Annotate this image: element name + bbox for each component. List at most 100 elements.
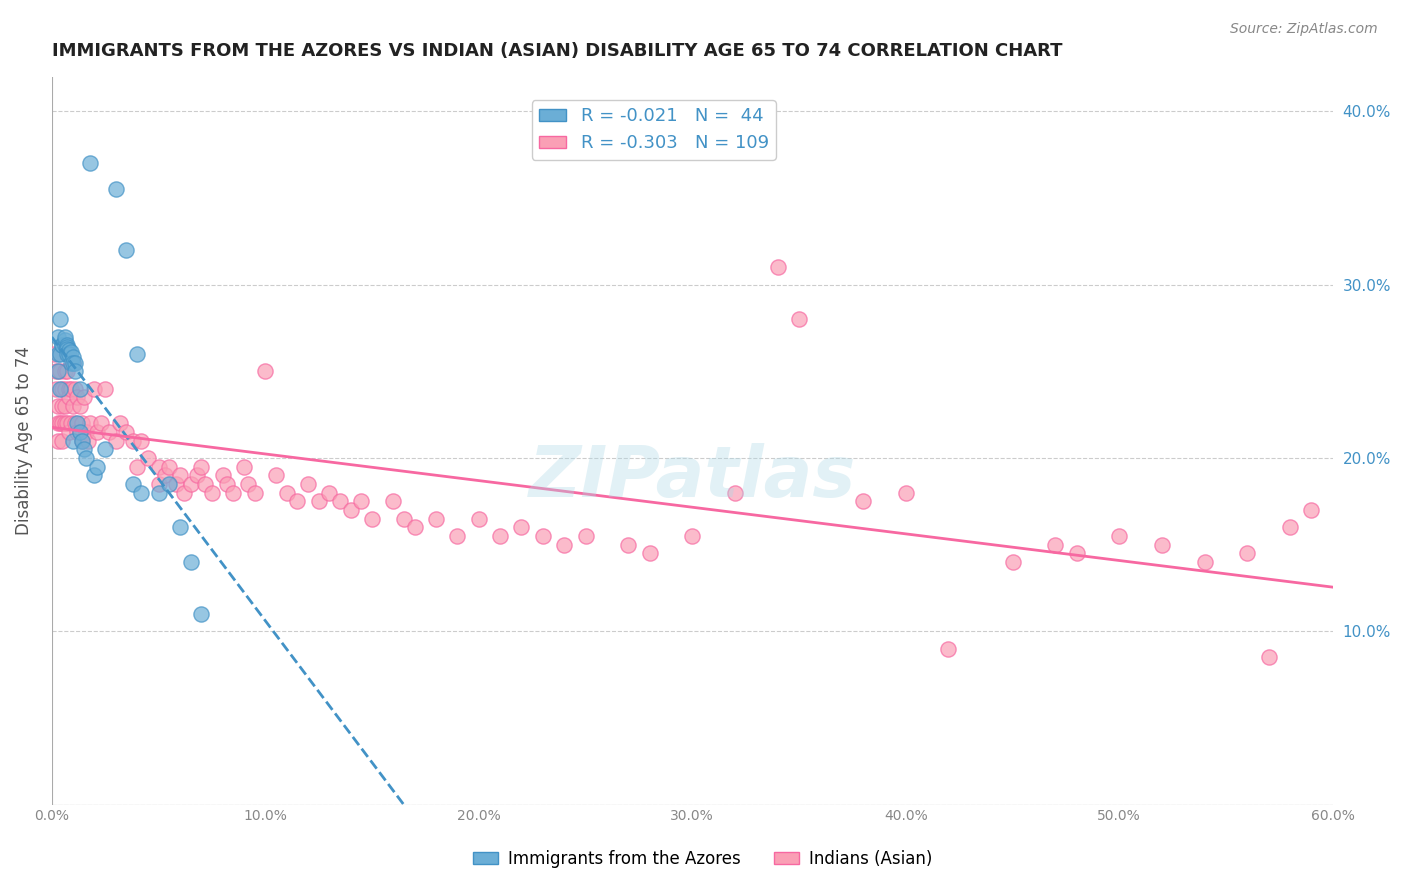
Point — [69, 399, 91, 413]
Point — [46, 417, 69, 431]
Point — [69, 425, 91, 439]
Point — [62, 399, 84, 413]
Point — [122, 434, 145, 448]
Point — [173, 485, 195, 500]
Point — [66, 390, 89, 404]
Point — [510, 520, 533, 534]
Point — [53, 382, 76, 396]
Point — [938, 641, 960, 656]
Point — [58, 343, 80, 358]
Point — [382, 494, 405, 508]
Point — [58, 390, 80, 404]
Point — [136, 450, 159, 465]
Point — [787, 312, 810, 326]
Point — [131, 434, 153, 448]
Point — [211, 468, 233, 483]
Point — [1108, 529, 1130, 543]
Point — [894, 485, 917, 500]
Point — [339, 503, 361, 517]
Point — [59, 382, 82, 396]
Point — [104, 182, 127, 196]
Point — [392, 511, 415, 525]
Point — [243, 485, 266, 500]
Point — [69, 425, 91, 439]
Point — [1066, 546, 1088, 560]
Point — [361, 511, 384, 525]
Point — [51, 338, 73, 352]
Point — [318, 485, 340, 500]
Point — [70, 417, 93, 431]
Point — [329, 494, 352, 508]
Point — [94, 442, 117, 457]
Point — [681, 529, 703, 543]
Point — [51, 399, 73, 413]
Point — [55, 417, 77, 431]
Point — [55, 347, 77, 361]
Point — [59, 345, 82, 359]
Point — [69, 382, 91, 396]
Point — [131, 485, 153, 500]
Point — [65, 417, 87, 431]
Point — [617, 538, 640, 552]
Point — [49, 364, 72, 378]
Point — [45, 382, 67, 396]
Point — [553, 538, 575, 552]
Point — [65, 364, 87, 378]
Point — [86, 425, 108, 439]
Point — [59, 356, 82, 370]
Point — [98, 425, 121, 439]
Point — [148, 477, 170, 491]
Point — [574, 529, 596, 543]
Point — [55, 347, 77, 361]
Point — [46, 347, 69, 361]
Point — [46, 434, 69, 448]
Point — [264, 468, 287, 483]
Point — [201, 485, 224, 500]
Point — [79, 156, 101, 170]
Point — [1045, 538, 1067, 552]
Y-axis label: Disability Age 65 to 74: Disability Age 65 to 74 — [15, 346, 32, 535]
Point — [75, 450, 97, 465]
Point — [638, 546, 661, 560]
Point — [194, 477, 217, 491]
Point — [180, 477, 202, 491]
Point — [148, 485, 170, 500]
Point — [425, 511, 447, 525]
Point — [51, 434, 73, 448]
Point — [186, 468, 208, 483]
Point — [238, 477, 260, 491]
Point — [90, 417, 112, 431]
Point — [115, 425, 138, 439]
Point — [1301, 503, 1323, 517]
Point — [1150, 538, 1173, 552]
Point — [75, 425, 97, 439]
Point — [79, 417, 101, 431]
Point — [489, 529, 512, 543]
Point — [58, 347, 80, 361]
Point — [157, 459, 180, 474]
Point — [1279, 520, 1302, 534]
Point — [766, 260, 789, 275]
Point — [169, 468, 191, 483]
Point — [232, 459, 254, 474]
Point — [350, 494, 373, 508]
Point — [53, 329, 76, 343]
Point — [62, 351, 84, 365]
Point — [73, 390, 96, 404]
Point — [297, 477, 319, 491]
Point — [53, 364, 76, 378]
Point — [148, 459, 170, 474]
Point — [276, 485, 298, 500]
Point — [65, 356, 87, 370]
Point — [1257, 650, 1279, 665]
Point — [59, 417, 82, 431]
Point — [46, 399, 69, 413]
Point — [42, 347, 65, 361]
Point — [73, 442, 96, 457]
Point — [222, 485, 245, 500]
Text: Source: ZipAtlas.com: Source: ZipAtlas.com — [1230, 22, 1378, 37]
Point — [157, 477, 180, 491]
Point — [724, 485, 747, 500]
Point — [169, 520, 191, 534]
Point — [1236, 546, 1258, 560]
